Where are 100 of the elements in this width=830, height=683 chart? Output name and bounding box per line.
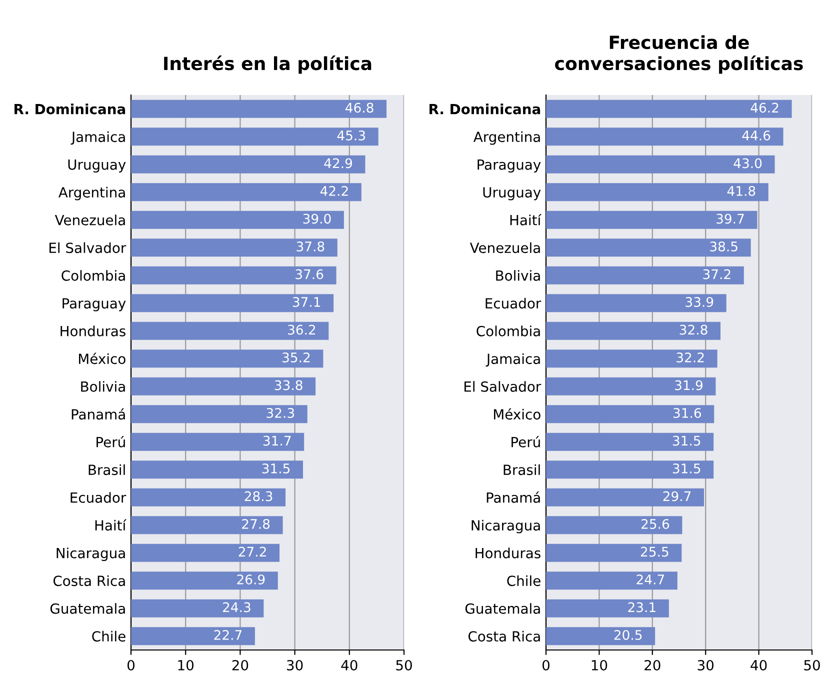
bar [131,238,338,257]
data-label: 45.3 [337,130,365,140]
data-label: 43.0 [734,158,762,168]
data-label: 39.0 [303,214,331,224]
bar [131,294,334,312]
x-tick-label: 20 [232,660,248,670]
bar [546,432,714,451]
data-label: 32.8 [680,324,708,335]
data-label: 31.7 [263,436,291,446]
y-tick-label: México [494,408,540,420]
data-label: 31.5 [672,436,700,446]
data-label: 25.5 [640,546,668,557]
data-label: 24.3 [222,602,250,612]
data-label: 23.1 [628,602,656,612]
data-label: 37.1 [292,296,320,307]
bar [131,350,324,368]
y-tick-label: Panamá [72,408,125,420]
y-tick-label: Bolivia [496,270,540,281]
x-tick-label: 30 [698,660,714,670]
y-tick-label: Brasil [504,464,540,476]
bar [546,572,678,590]
data-label: 31.9 [675,380,702,390]
data-label: 44.6 [742,130,770,140]
data-label: 39.7 [716,214,744,224]
chart-title: Interés en la política [164,56,372,74]
bar [546,405,714,424]
data-label: 36.2 [288,324,316,335]
y-tick-label: Guatemala [50,603,125,614]
data-label: 37.8 [296,241,324,252]
data-label: 27.8 [242,518,270,529]
y-tick-label: Bolivia [81,381,125,392]
data-label: 38.5 [710,241,738,252]
bar [131,210,344,229]
y-tick-label: Honduras [60,326,126,336]
bar [546,488,704,506]
data-label: 22.7 [214,630,242,640]
y-tick-label: Colombia [62,270,125,281]
y-tick-label: Panamá [486,492,540,503]
y-tick-label: Paraguay [478,160,541,173]
bar [546,100,792,118]
y-tick-label: Perú [96,436,125,448]
bar [546,210,758,229]
data-label: 31.6 [673,408,701,418]
y-tick-label: Guatemala [465,603,540,614]
x-tick-label: 30 [287,660,303,670]
x-tick-label: 50 [804,660,820,670]
y-tick-label: Brasil [88,464,125,476]
bar [546,238,751,257]
y-tick-label: Nicaragua [472,520,540,534]
data-label: 28.3 [244,491,272,502]
bar [546,599,669,618]
data-label: 32.2 [676,352,704,362]
y-tick-label: Colombia [476,326,540,336]
x-tick-label: 0 [127,660,134,670]
bar [546,627,656,646]
y-tick-label: R. Dominicana [430,104,540,114]
y-tick-label: Venezuela [54,214,125,226]
y-tick-label: Argentina [474,131,540,145]
bar [546,377,716,396]
x-tick-label: 10 [592,660,608,670]
data-label: 35.2 [282,352,310,362]
y-tick-label: Honduras [476,548,540,558]
y-tick-label: Haití [95,519,126,531]
bar [131,183,362,202]
bar [546,294,726,312]
bar [131,377,316,396]
y-tick-label: Venezuela [470,242,540,254]
data-label: 24.7 [636,574,664,584]
data-label: 32.3 [266,408,294,418]
x-tick-label: 50 [396,660,412,670]
data-label: 46.2 [750,102,778,113]
bar [131,599,264,618]
data-label: 41.8 [727,186,756,196]
data-label: 20.5 [614,630,642,640]
data-label: 31.5 [672,463,700,474]
y-tick-label: Ecuador [486,298,542,309]
x-tick-label: 40 [341,660,358,670]
bar [131,155,366,174]
y-tick-label: Uruguay [68,160,126,173]
y-tick-label: Chile [92,630,126,642]
data-label: 31.5 [262,463,290,474]
data-label: 46.8 [346,102,374,113]
bar [546,128,784,146]
data-label: 25.6 [641,518,670,529]
bar [131,128,378,146]
y-tick-label: Ecuador [70,492,126,503]
bar [131,432,304,451]
y-tick-label: R. Dominicana [14,104,126,114]
bar [131,322,329,340]
bar [131,544,280,562]
bar [546,266,744,284]
bar [131,100,387,118]
bar [131,405,308,424]
x-tick-label: 40 [750,660,767,670]
y-tick-label: Chile [507,575,540,586]
y-tick-label: Argentina [58,186,125,200]
y-tick-label: Costa Rica [53,575,125,586]
y-tick-label: Perú [512,436,540,448]
bar [131,266,336,284]
chart-title: Frecuencia de conversaciones políticas [555,35,803,74]
